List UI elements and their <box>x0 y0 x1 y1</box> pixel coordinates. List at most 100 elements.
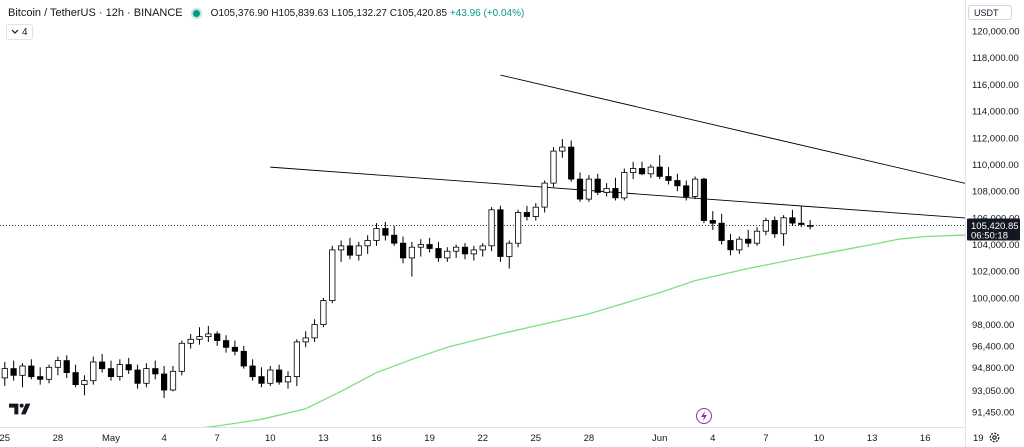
candle[interactable] <box>576 172 584 202</box>
candle[interactable] <box>674 173 681 192</box>
candle[interactable] <box>470 245 477 261</box>
candle[interactable] <box>506 240 513 269</box>
candle[interactable] <box>559 139 566 158</box>
candle[interactable] <box>515 209 522 248</box>
candle[interactable] <box>656 155 663 180</box>
candle[interactable] <box>700 177 708 224</box>
candle[interactable] <box>709 211 716 230</box>
candle[interactable] <box>107 360 115 381</box>
candle[interactable] <box>479 243 486 257</box>
candle[interactable] <box>1 361 8 386</box>
candle[interactable] <box>550 147 557 188</box>
candle[interactable] <box>116 359 123 381</box>
candle[interactable] <box>134 364 141 389</box>
candle[interactable] <box>665 167 672 185</box>
candle[interactable] <box>178 340 185 376</box>
candle[interactable] <box>355 241 362 261</box>
candle[interactable] <box>417 239 424 257</box>
candle[interactable] <box>630 161 637 180</box>
candle[interactable] <box>452 244 460 258</box>
candle[interactable] <box>647 164 654 178</box>
candle[interactable] <box>621 168 628 201</box>
symbol-title[interactable]: Bitcoin / TetherUS · 12h · BINANCE <box>8 7 183 19</box>
candle[interactable] <box>683 180 690 201</box>
candle[interactable] <box>727 233 734 256</box>
candle[interactable] <box>143 363 150 388</box>
candle[interactable] <box>28 359 35 380</box>
candle[interactable] <box>497 205 504 262</box>
currency-selector-button[interactable]: USDT <box>968 5 1012 20</box>
candle[interactable] <box>780 215 787 246</box>
candle[interactable] <box>293 339 301 386</box>
candle[interactable] <box>488 207 495 252</box>
candle[interactable] <box>99 353 106 373</box>
candle[interactable] <box>426 237 433 253</box>
candle[interactable] <box>267 365 274 386</box>
candle[interactable] <box>249 359 256 381</box>
candle[interactable] <box>568 140 575 182</box>
candle[interactable] <box>391 225 398 246</box>
candle[interactable] <box>10 360 17 381</box>
candle[interactable] <box>275 364 283 385</box>
candle[interactable] <box>399 236 407 264</box>
candle[interactable] <box>638 161 646 176</box>
candle[interactable] <box>798 205 805 228</box>
triangle-support-trendline[interactable] <box>270 166 1024 234</box>
candle[interactable] <box>205 325 212 342</box>
candle[interactable] <box>160 365 168 398</box>
candle[interactable] <box>523 205 531 221</box>
candle[interactable] <box>187 333 194 349</box>
candle[interactable] <box>222 335 230 353</box>
candle[interactable] <box>762 217 770 236</box>
candle[interactable] <box>329 245 336 304</box>
candle[interactable] <box>736 236 743 254</box>
candle[interactable] <box>258 367 265 388</box>
candle[interactable] <box>19 363 26 388</box>
candle[interactable] <box>302 331 309 348</box>
candle[interactable] <box>444 247 451 262</box>
candle[interactable] <box>594 173 601 196</box>
candle[interactable] <box>320 297 327 328</box>
candle[interactable] <box>45 364 53 384</box>
candle[interactable] <box>771 216 778 238</box>
candle[interactable] <box>692 176 699 200</box>
indicators-toggle-button[interactable]: 4 <box>6 24 33 40</box>
candle[interactable] <box>753 227 761 246</box>
candle[interactable] <box>37 367 44 385</box>
candle[interactable] <box>81 375 88 396</box>
candle[interactable] <box>152 360 159 380</box>
candle[interactable] <box>169 365 177 392</box>
triangle-resistance-trendline[interactable] <box>500 74 1024 234</box>
candle[interactable] <box>541 180 548 213</box>
candle[interactable] <box>364 235 371 254</box>
candle[interactable] <box>196 327 203 345</box>
candle[interactable] <box>461 243 469 260</box>
candle[interactable] <box>435 241 442 262</box>
candle[interactable] <box>90 356 97 385</box>
candle[interactable] <box>214 331 221 346</box>
candle[interactable] <box>382 221 389 241</box>
candle[interactable] <box>240 345 247 369</box>
candle[interactable] <box>337 240 345 262</box>
candle[interactable] <box>63 355 70 378</box>
gear-icon[interactable] <box>987 430 1001 444</box>
candle[interactable] <box>603 183 610 197</box>
tradingview-logo-icon[interactable] <box>9 402 33 416</box>
candle[interactable] <box>311 319 318 342</box>
candle[interactable] <box>789 209 796 226</box>
candle[interactable] <box>72 364 79 388</box>
candle[interactable] <box>612 177 619 201</box>
candle[interactable] <box>807 219 814 230</box>
candle[interactable] <box>585 175 593 202</box>
lightning-bolt-icon[interactable] <box>696 408 712 424</box>
candle[interactable] <box>718 213 725 245</box>
candle[interactable] <box>373 223 380 246</box>
candle[interactable] <box>231 340 238 356</box>
candle[interactable] <box>284 371 292 389</box>
candle[interactable] <box>54 356 62 376</box>
candle[interactable] <box>745 229 752 248</box>
candle[interactable] <box>532 203 539 221</box>
candle[interactable] <box>125 357 132 374</box>
candle[interactable] <box>408 241 416 277</box>
